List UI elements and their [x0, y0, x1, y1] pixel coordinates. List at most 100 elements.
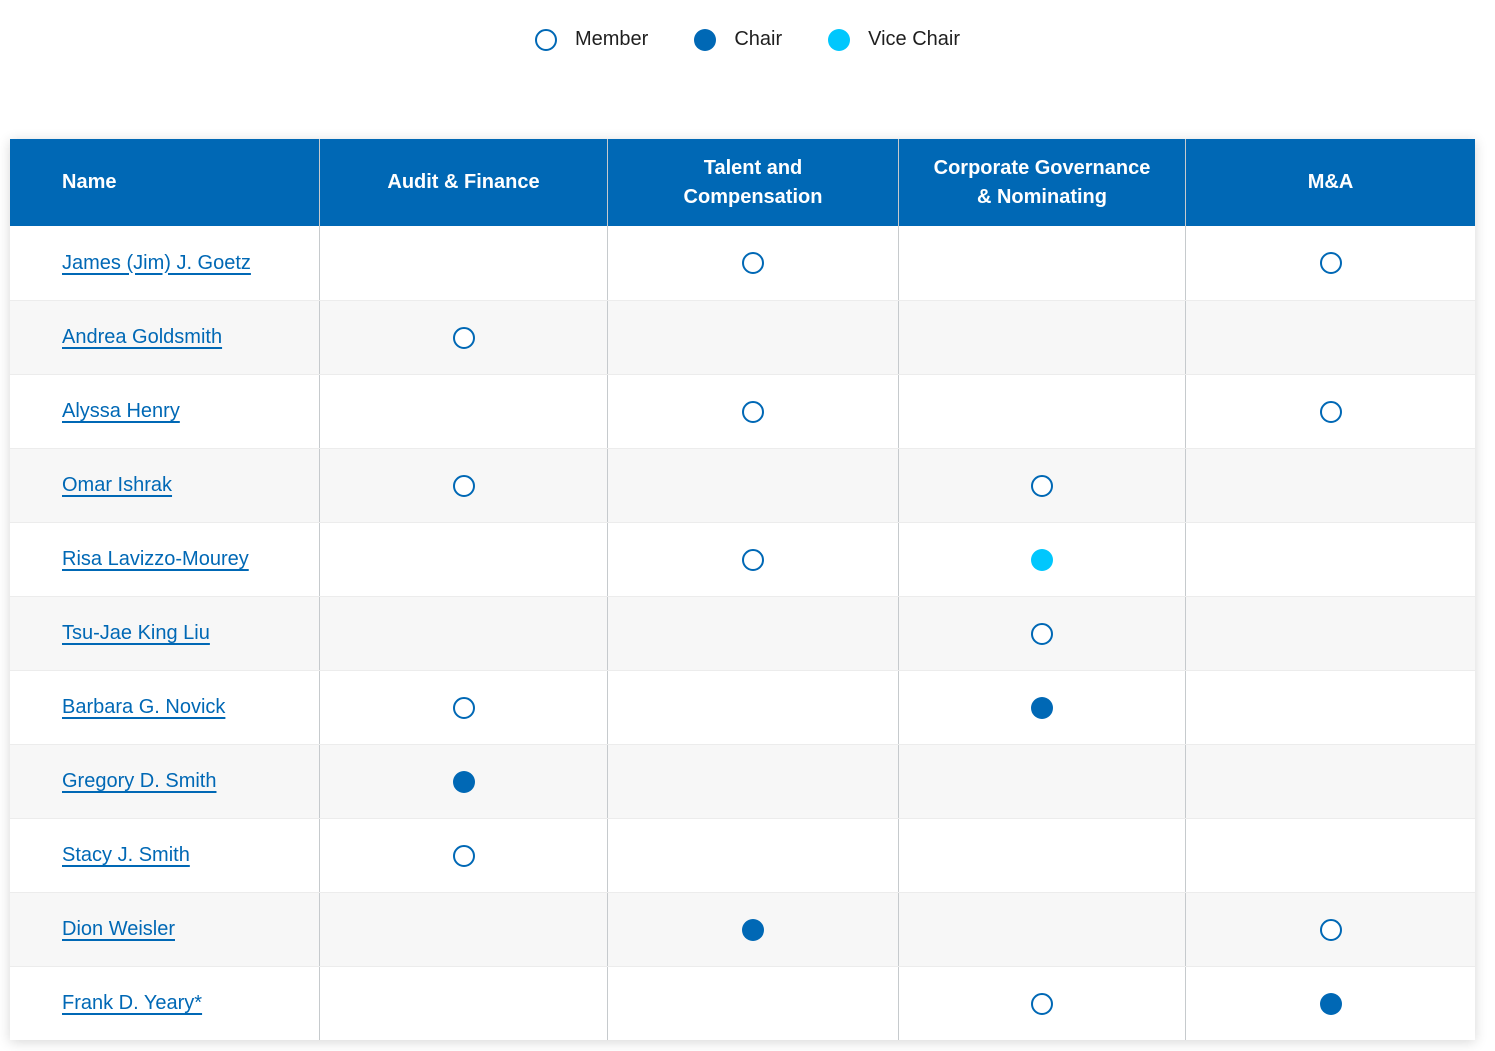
legend-label: Chair	[734, 28, 783, 50]
name-cell: Dion Weisler	[10, 893, 319, 966]
name-cell: Risa Lavizzo-Mourey	[10, 523, 319, 596]
role-cell	[1185, 226, 1475, 300]
role-cell	[898, 819, 1185, 892]
name-cell: James (Jim) J. Goetz	[10, 226, 319, 300]
member-circle-icon	[742, 548, 764, 571]
role-cell	[1185, 967, 1475, 1040]
role-cell	[898, 301, 1185, 374]
role-cell	[1185, 301, 1475, 374]
role-cell	[319, 523, 607, 596]
member-circle-icon	[452, 326, 475, 349]
role-cell	[1185, 449, 1475, 522]
name-cell: Andrea Goldsmith	[10, 301, 319, 374]
table-row: Dion Weisler	[10, 892, 1475, 966]
member-circle-icon	[1319, 918, 1342, 941]
member-circle-icon	[742, 400, 764, 423]
legend-label: Member	[574, 28, 649, 50]
column-header: Corporate Governance & Nominating	[898, 139, 1185, 226]
name-cell: Barbara G. Novick	[10, 671, 319, 744]
role-cell	[607, 226, 898, 300]
chair-circle-icon	[742, 918, 764, 941]
role-cell	[607, 597, 898, 670]
legend-item: Member	[534, 28, 649, 51]
role-cell	[607, 523, 898, 596]
role-cell	[898, 523, 1185, 596]
role-cell	[898, 745, 1185, 818]
chair-circle-icon	[1319, 992, 1342, 1015]
name-cell: Gregory D. Smith	[10, 745, 319, 818]
table-row: Frank D. Yeary*	[10, 966, 1475, 1040]
chair-circle-icon	[1031, 696, 1053, 719]
director-name-link[interactable]: Tsu-Jae King Liu	[62, 622, 210, 644]
role-cell	[1185, 597, 1475, 670]
director-name-link[interactable]: James (Jim) J. Goetz	[62, 251, 251, 274]
role-cell	[1185, 819, 1475, 892]
table-row: Andrea Goldsmith	[10, 300, 1475, 374]
role-cell	[607, 819, 898, 892]
role-cell	[898, 449, 1185, 522]
role-cell	[319, 745, 607, 818]
director-name-link[interactable]: Alyssa Henry	[62, 400, 180, 422]
table-row: Stacy J. Smith	[10, 818, 1475, 892]
name-cell: Frank D. Yeary*	[10, 967, 319, 1040]
director-name-link[interactable]: Frank D. Yeary*	[62, 992, 203, 1014]
director-name-link[interactable]: Risa Lavizzo-Mourey	[62, 548, 249, 570]
committee-membership-table: Name Audit & Finance Talent and Compensa…	[10, 139, 1475, 1040]
role-cell	[319, 226, 607, 300]
member-circle-icon	[1031, 622, 1053, 645]
role-cell	[898, 226, 1185, 300]
role-cell	[607, 893, 898, 966]
name-cell: Tsu-Jae King Liu	[10, 597, 319, 670]
member-circle-icon	[452, 696, 475, 719]
director-name-link[interactable]: Andrea Goldsmith	[62, 326, 223, 348]
role-cell	[607, 301, 898, 374]
column-header: M&A	[1185, 139, 1475, 226]
director-name-link[interactable]: Omar Ishrak	[62, 474, 173, 496]
chair-circle-icon	[694, 28, 717, 51]
member-circle-icon	[1031, 992, 1053, 1015]
role-cell	[1185, 893, 1475, 966]
table-row: Alyssa Henry	[10, 374, 1475, 448]
director-name-link[interactable]: Dion Weisler	[62, 918, 175, 940]
role-cell	[1185, 745, 1475, 818]
table-row: Omar Ishrak	[10, 448, 1475, 522]
role-cell	[319, 819, 607, 892]
role-cell	[898, 671, 1185, 744]
member-circle-icon	[1031, 474, 1053, 497]
member-circle-icon	[534, 28, 557, 51]
role-cell	[1185, 523, 1475, 596]
table-row: Gregory D. Smith	[10, 744, 1475, 818]
director-name-link[interactable]: Stacy J. Smith	[62, 844, 190, 866]
table-row: Risa Lavizzo-Mourey	[10, 522, 1475, 596]
role-cell	[319, 301, 607, 374]
role-cell	[607, 375, 898, 448]
table-body: James (Jim) J. Goetz Andrea Goldsmith Al…	[10, 226, 1475, 1040]
role-cell	[607, 967, 898, 1040]
column-header: Audit & Finance	[319, 139, 607, 226]
role-legend: Member Chair Vice Chair	[0, 0, 1495, 51]
legend-label: Vice Chair	[868, 28, 961, 50]
table-header-row: Name Audit & Finance Talent and Compensa…	[10, 139, 1475, 226]
role-cell	[319, 375, 607, 448]
director-name-link[interactable]: Gregory D. Smith	[62, 770, 217, 792]
role-cell	[319, 967, 607, 1040]
role-cell	[319, 671, 607, 744]
chair-circle-icon	[452, 770, 475, 793]
role-cell	[319, 449, 607, 522]
role-cell	[898, 893, 1185, 966]
member-circle-icon	[452, 474, 475, 497]
name-cell: Stacy J. Smith	[10, 819, 319, 892]
role-cell	[319, 597, 607, 670]
vice-chair-circle-icon	[1031, 548, 1053, 571]
role-cell	[607, 671, 898, 744]
member-circle-icon	[452, 844, 475, 867]
role-cell	[607, 745, 898, 818]
director-name-link[interactable]: Barbara G. Novick	[62, 696, 226, 718]
role-cell	[898, 967, 1185, 1040]
role-cell	[1185, 671, 1475, 744]
legend-item: Chair	[694, 28, 782, 51]
column-header: Name	[62, 171, 117, 193]
column-header: Talent and Compensation	[607, 139, 898, 226]
table-row: Barbara G. Novick	[10, 670, 1475, 744]
legend-item: Vice Chair	[828, 28, 960, 51]
